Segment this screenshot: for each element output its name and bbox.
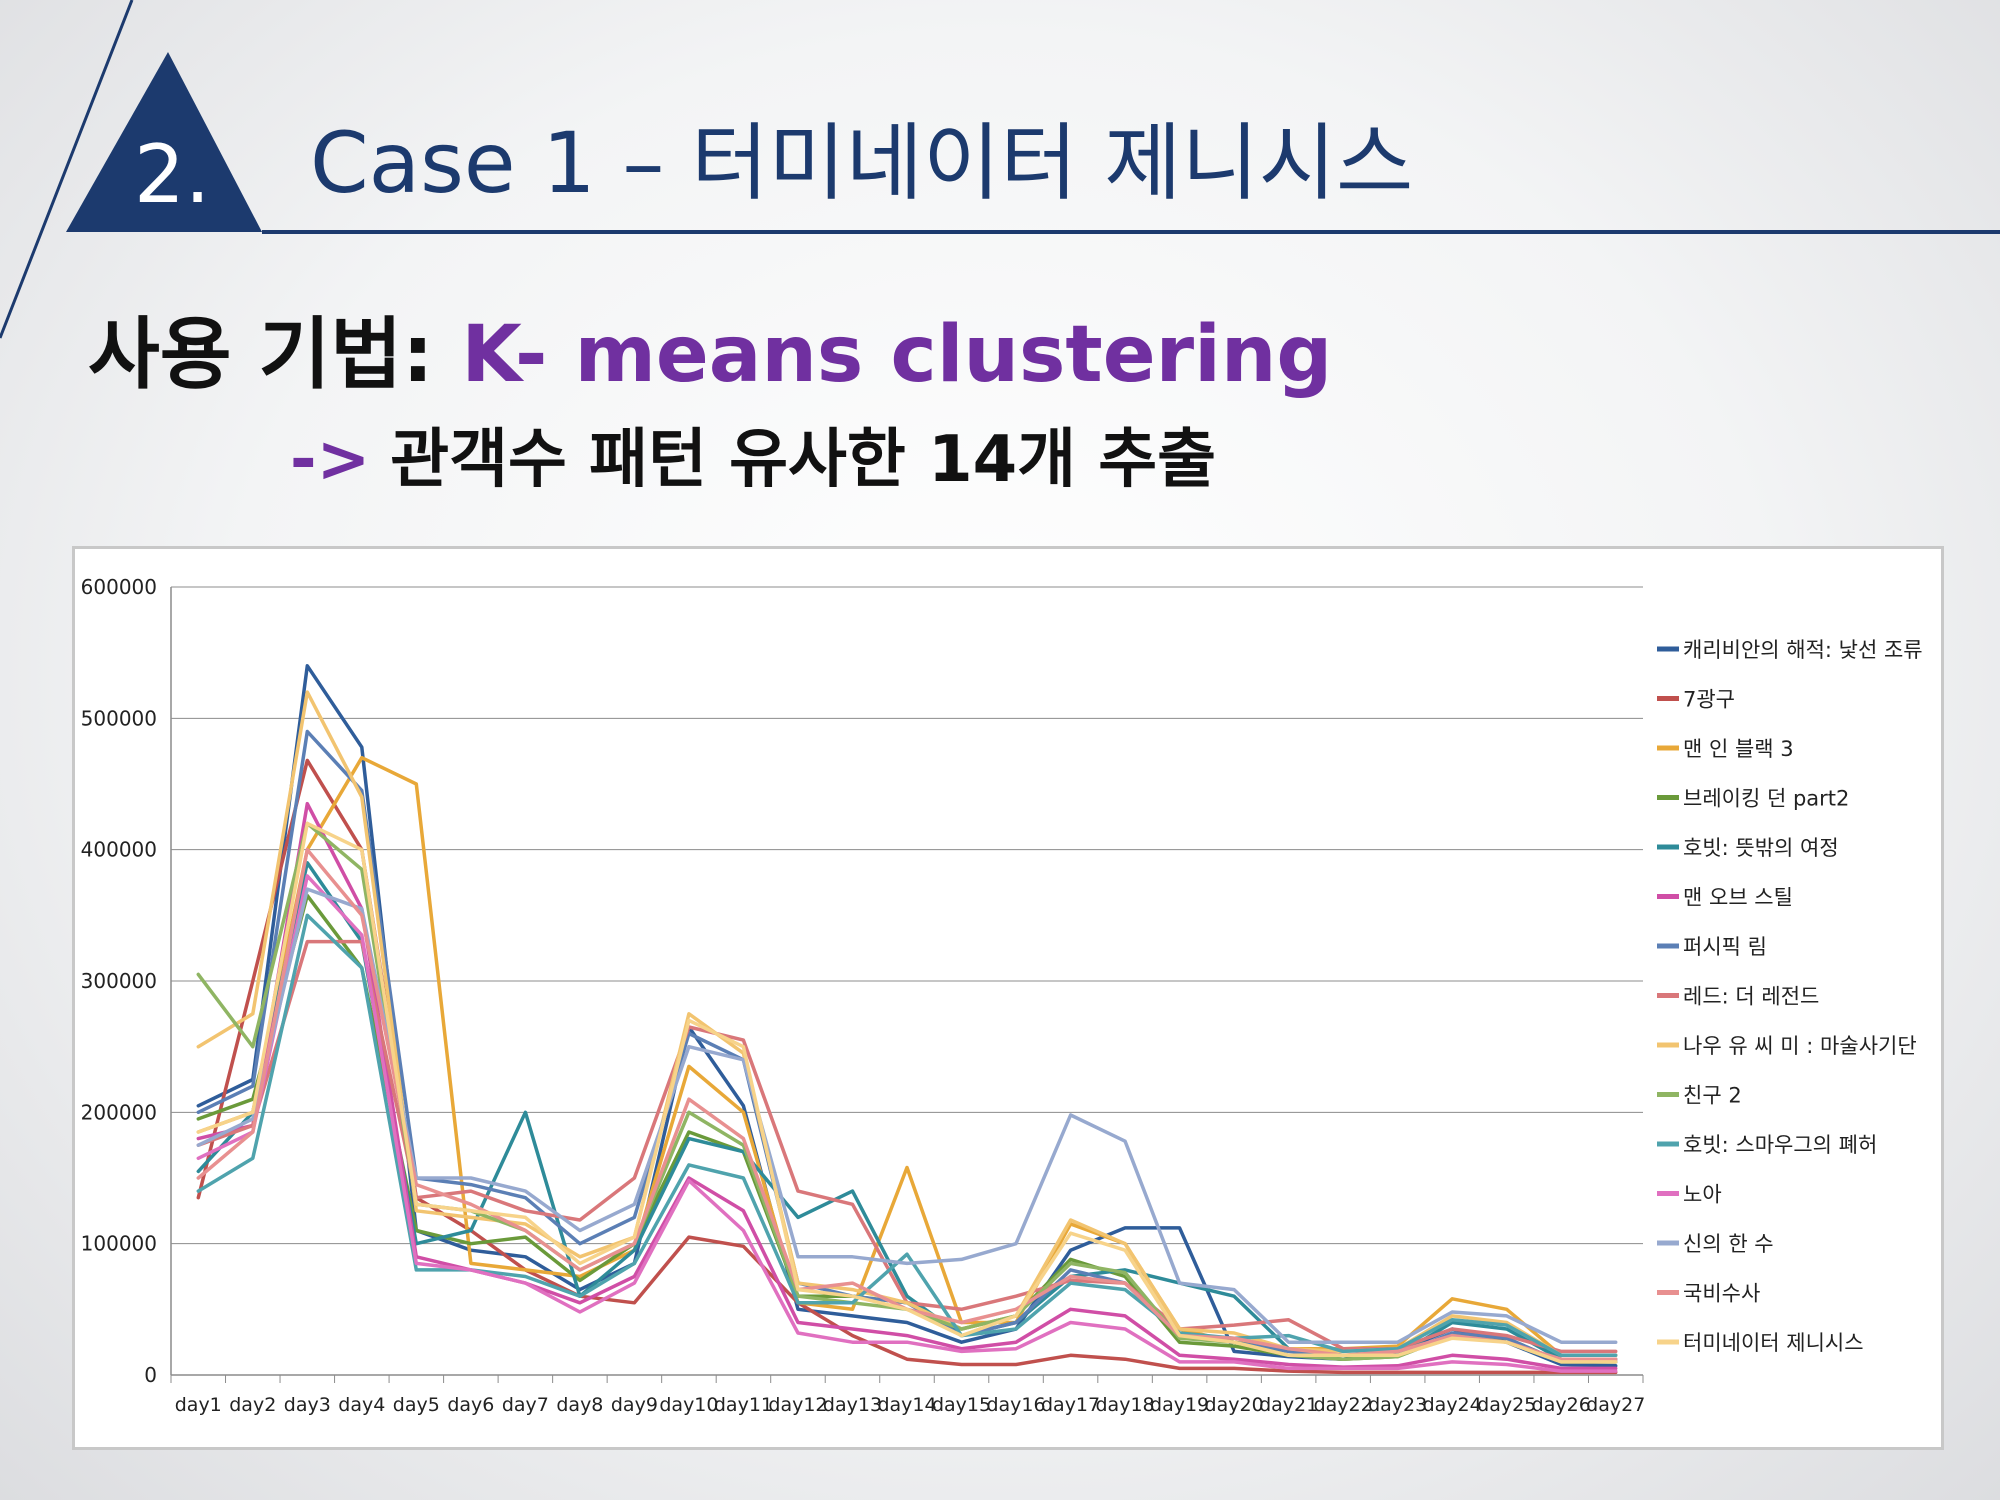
legend-label-13: 신의 한 수 (1683, 1232, 1774, 1256)
x-tick-label: day21 (1259, 1394, 1318, 1416)
x-tick-label: day3 (284, 1394, 331, 1416)
method-label: 사용 기법: (88, 310, 434, 400)
result-arrow: -> (290, 423, 371, 497)
slide-title: Case 1 – 터미네이터 제니시스 (310, 114, 1414, 212)
series-line-13 (196, 887, 1618, 1344)
x-tick-label: day13 (823, 1394, 882, 1416)
x-tick-label: day23 (1368, 1394, 1427, 1416)
x-tick-label: day16 (986, 1394, 1045, 1416)
x-tick-label: day22 (1314, 1394, 1373, 1416)
x-tick-label: day8 (556, 1394, 603, 1416)
series-line-15 (196, 821, 1618, 1364)
x-tick-label: day9 (611, 1394, 658, 1416)
y-tick-label: 400000 (81, 838, 157, 862)
y-tick-label: 0 (144, 1363, 157, 1387)
method-name: K- means clustering (461, 310, 1333, 400)
series-line-14 (196, 847, 1618, 1361)
series-line-6 (196, 801, 1618, 1371)
x-tick-label: day24 (1423, 1394, 1482, 1416)
slide-number: 2. (134, 128, 211, 221)
legend-label-6: 맨 오브 스틸 (1683, 886, 1793, 910)
x-tick-label: day15 (932, 1394, 991, 1416)
x-tick-label: day7 (502, 1394, 549, 1416)
legend-label-3: 맨 인 블랙 3 (1683, 737, 1794, 761)
x-tick-label: day11 (714, 1394, 773, 1416)
x-tick-label: day18 (1096, 1394, 1155, 1416)
legend-label-2: 7광구 (1683, 688, 1735, 712)
x-tick-label: day6 (447, 1394, 494, 1416)
y-tick-label: 200000 (81, 1100, 157, 1124)
series-line-11 (196, 913, 1618, 1358)
x-tick-label: day14 (877, 1394, 936, 1416)
chart-frame: 0 100000 200000 300000 400000 500000 600000 day… (72, 546, 1944, 1450)
y-tick-label: 300000 (81, 969, 157, 993)
x-tick-label: day19 (1150, 1394, 1209, 1416)
legend-label-8: 레드: 더 레전드 (1683, 985, 1819, 1009)
y-tick-label: 100000 (81, 1232, 157, 1256)
x-tick-label: day5 (393, 1394, 440, 1416)
x-tick-label: day1 (175, 1394, 222, 1416)
series-line-10 (196, 821, 1618, 1364)
series-line-12 (196, 874, 1618, 1373)
series-line-5 (196, 861, 1618, 1361)
legend-label-10: 친구 2 (1683, 1084, 1742, 1108)
legend-label-1: 캐리비안의 해적: 낯선 조류 (1683, 638, 1923, 662)
x-tick-label: day20 (1205, 1394, 1264, 1416)
series-line-2 (196, 758, 1618, 1375)
y-tick-label: 500000 (81, 706, 157, 730)
x-tick-label: day25 (1477, 1394, 1536, 1416)
method-subtitle: 사용 기법: K- means clustering (88, 292, 1332, 404)
x-tick-label: day10 (659, 1394, 718, 1416)
legend-label-5: 호빗: 뜻밖의 여정 (1683, 836, 1839, 860)
x-tick-label: day2 (229, 1394, 276, 1416)
series-line-3 (196, 755, 1618, 1358)
legend-label-7: 퍼시픽 림 (1683, 935, 1767, 959)
line-chart: 0 100000 200000 300000 400000 500000 600000 day… (81, 575, 1923, 1416)
x-tick-label: day26 (1532, 1394, 1591, 1416)
legend-label-15: 터미네이터 제니시스 (1683, 1331, 1864, 1355)
x-tick-label: day27 (1586, 1394, 1645, 1416)
result-text: 관객수 패턴 유사한 14개 추출 (390, 423, 1217, 497)
legend-label-12: 노아 (1683, 1183, 1722, 1207)
legend-label-9: 나우 유 씨 미 : 마술사기단 (1683, 1034, 1917, 1058)
series-line-7 (196, 729, 1618, 1364)
result-line: -> 관객수 패턴 유사한 14개 추출 (290, 408, 1216, 500)
x-tick-label: day17 (1041, 1394, 1100, 1416)
y-tick-label: 600000 (81, 575, 157, 599)
title-triangle-badge (66, 52, 262, 232)
legend-label-11: 호빗: 스마우그의 폐허 (1683, 1133, 1877, 1157)
diagonal-accent-line (0, 0, 134, 339)
series-line-1 (196, 664, 1618, 1368)
x-tick-label: day12 (768, 1394, 827, 1416)
x-tick-label: day4 (338, 1394, 385, 1416)
legend-label-4: 브레이킹 던 part2 (1683, 787, 1849, 811)
legend-label-14: 국비수사 (1683, 1282, 1760, 1306)
